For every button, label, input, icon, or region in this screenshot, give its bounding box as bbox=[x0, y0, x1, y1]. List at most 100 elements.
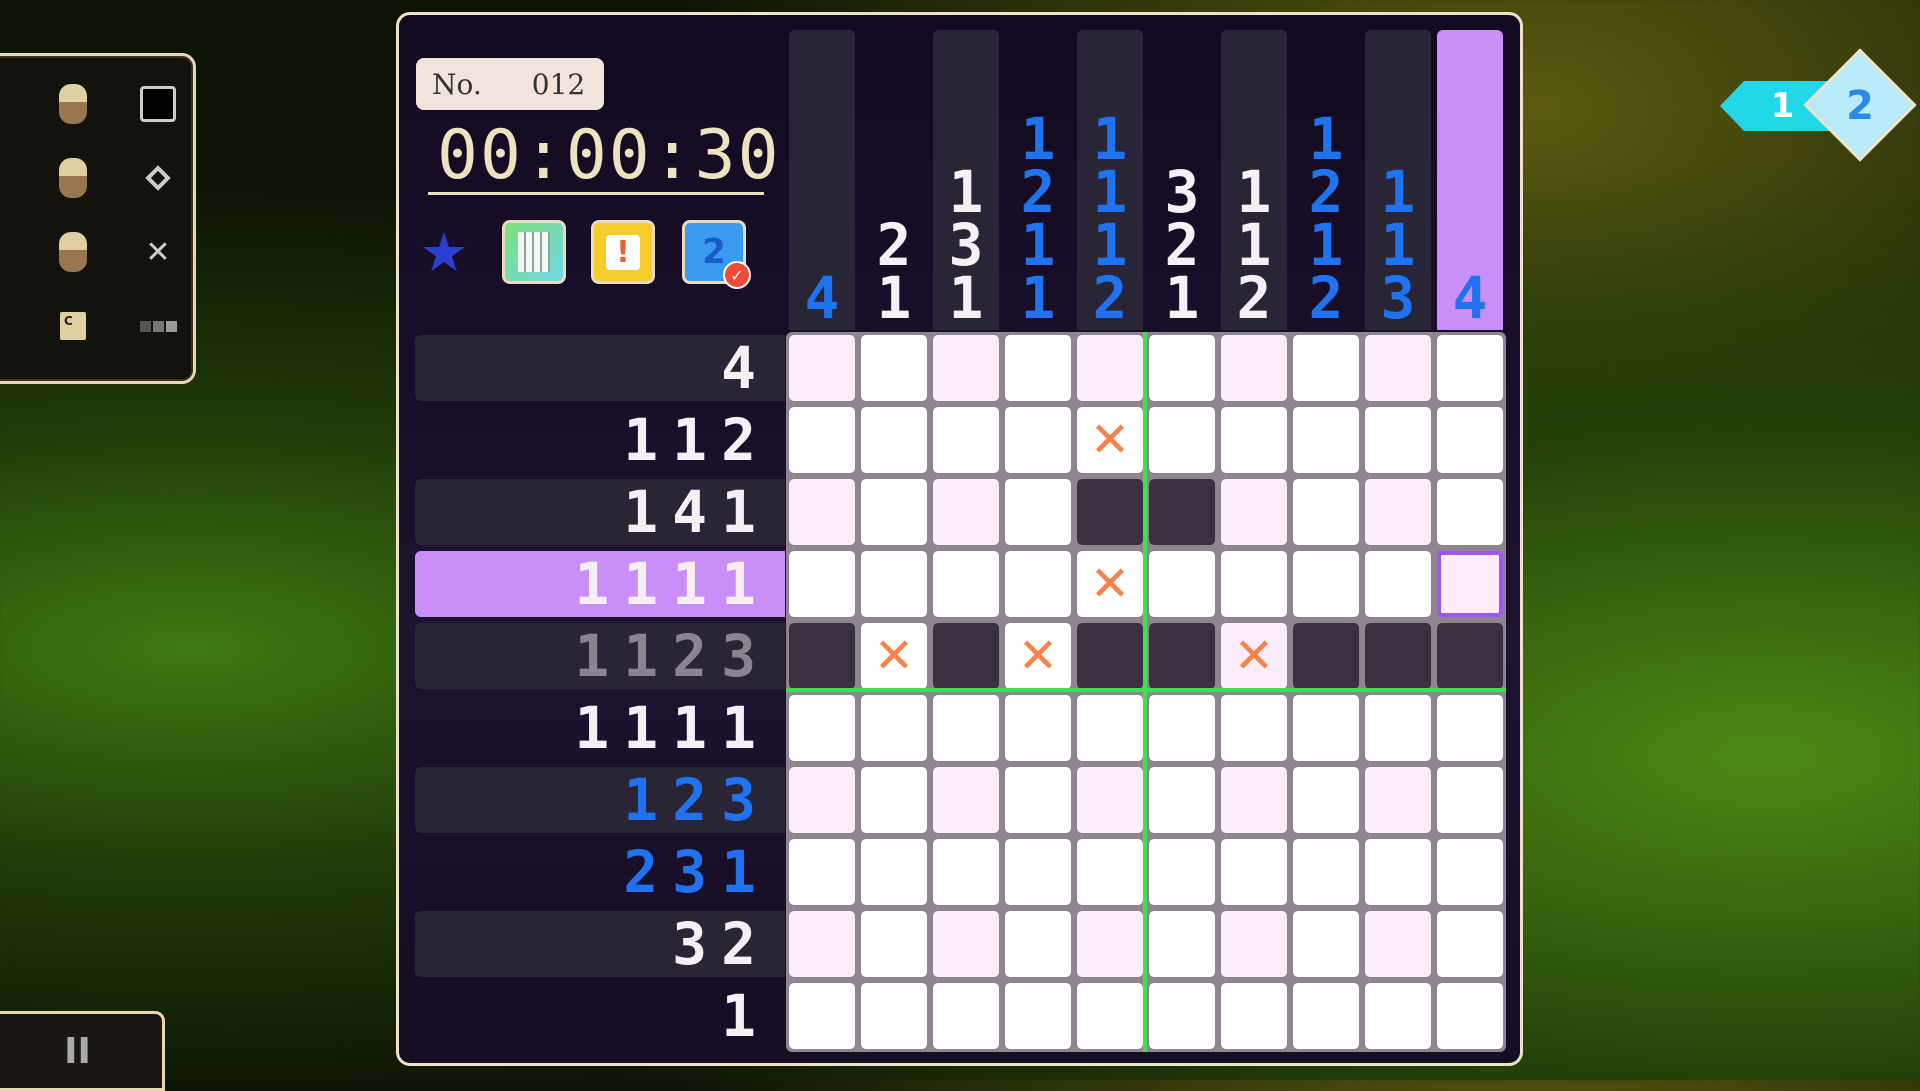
grid-cell[interactable] bbox=[1005, 839, 1071, 905]
grid-cell[interactable] bbox=[1077, 767, 1143, 833]
grid-cell-filled[interactable] bbox=[789, 623, 855, 689]
grid-cell[interactable] bbox=[1149, 335, 1215, 401]
grid-cell[interactable] bbox=[1005, 407, 1071, 473]
grid-cell[interactable] bbox=[861, 983, 927, 1049]
grid-cell[interactable] bbox=[1293, 911, 1359, 977]
grid-cell-crossed[interactable]: ✕ bbox=[1077, 551, 1143, 617]
grid-cell-filled[interactable] bbox=[1365, 623, 1431, 689]
grid-cell[interactable] bbox=[1005, 551, 1071, 617]
grid-cell[interactable] bbox=[1293, 335, 1359, 401]
grid-cell-filled[interactable] bbox=[1077, 479, 1143, 545]
grid-cell[interactable] bbox=[933, 551, 999, 617]
grid-cell[interactable] bbox=[1365, 911, 1431, 977]
grid-cell[interactable] bbox=[861, 767, 927, 833]
grid-cell[interactable] bbox=[1221, 983, 1287, 1049]
grid-cell[interactable] bbox=[1221, 695, 1287, 761]
grid-cell[interactable] bbox=[1437, 335, 1503, 401]
grid-cell-filled[interactable] bbox=[933, 623, 999, 689]
grid-cell-filled[interactable] bbox=[1149, 479, 1215, 545]
grid-cell[interactable] bbox=[861, 551, 927, 617]
grid-cell[interactable] bbox=[1365, 479, 1431, 545]
grid-cell[interactable] bbox=[1221, 767, 1287, 833]
grid-cell[interactable] bbox=[1365, 767, 1431, 833]
grid-cell[interactable] bbox=[1149, 911, 1215, 977]
grid-cell[interactable] bbox=[933, 695, 999, 761]
grid-cell[interactable] bbox=[1077, 335, 1143, 401]
grid-cell[interactable] bbox=[789, 551, 855, 617]
grid-cell[interactable] bbox=[789, 839, 855, 905]
grid-cell[interactable] bbox=[1365, 695, 1431, 761]
grid-cell[interactable] bbox=[1077, 911, 1143, 977]
grid-cell[interactable] bbox=[1221, 551, 1287, 617]
grid-cell[interactable] bbox=[1365, 407, 1431, 473]
grid-cell[interactable] bbox=[933, 479, 999, 545]
grid-cell[interactable] bbox=[1005, 767, 1071, 833]
grid-cell[interactable] bbox=[1293, 839, 1359, 905]
grid-cell[interactable] bbox=[1077, 695, 1143, 761]
grid-cell[interactable] bbox=[861, 479, 927, 545]
grid-cell[interactable] bbox=[1437, 479, 1503, 545]
grid-cell[interactable] bbox=[789, 407, 855, 473]
grid-cell[interactable] bbox=[789, 695, 855, 761]
grid-cell[interactable] bbox=[1293, 479, 1359, 545]
grid-cell-filled[interactable] bbox=[1437, 623, 1503, 689]
grid-cell[interactable] bbox=[1365, 335, 1431, 401]
grid-cell[interactable] bbox=[933, 983, 999, 1049]
grid-cell[interactable] bbox=[1149, 983, 1215, 1049]
grid-cell[interactable] bbox=[861, 335, 927, 401]
grid-cell[interactable] bbox=[933, 335, 999, 401]
grid-cell[interactable] bbox=[1221, 335, 1287, 401]
grid-cell[interactable] bbox=[789, 767, 855, 833]
grid-cell[interactable] bbox=[933, 911, 999, 977]
grid-cell-crossed[interactable]: ✕ bbox=[1221, 623, 1287, 689]
grid-cell[interactable] bbox=[1149, 407, 1215, 473]
grid-cell[interactable] bbox=[1005, 335, 1071, 401]
grid-cell[interactable] bbox=[1221, 911, 1287, 977]
grid-cell[interactable] bbox=[1293, 983, 1359, 1049]
grid-cell[interactable] bbox=[789, 983, 855, 1049]
grid-cell[interactable] bbox=[933, 407, 999, 473]
check-icon[interactable]: 2 ✓ bbox=[682, 220, 751, 289]
grid-cell[interactable] bbox=[1437, 911, 1503, 977]
grid-cell[interactable] bbox=[1365, 839, 1431, 905]
grid-cell[interactable] bbox=[1077, 983, 1143, 1049]
grid-cell[interactable] bbox=[1437, 839, 1503, 905]
grid-cell[interactable] bbox=[1293, 551, 1359, 617]
grid-cell[interactable] bbox=[1149, 551, 1215, 617]
grid-cell[interactable] bbox=[1149, 839, 1215, 905]
grid-cell[interactable] bbox=[1005, 983, 1071, 1049]
grid-cell[interactable] bbox=[861, 911, 927, 977]
grid-cell[interactable] bbox=[1437, 551, 1503, 617]
grid-cell[interactable] bbox=[1149, 695, 1215, 761]
grid-cell[interactable] bbox=[1293, 767, 1359, 833]
grid-cell[interactable] bbox=[861, 407, 927, 473]
grid-cell[interactable] bbox=[1365, 551, 1431, 617]
grid-cell[interactable] bbox=[789, 335, 855, 401]
grid-cell[interactable] bbox=[789, 479, 855, 545]
grid-cell-filled[interactable] bbox=[1149, 623, 1215, 689]
grid-cell[interactable] bbox=[789, 911, 855, 977]
pause-button[interactable]: II bbox=[0, 1011, 165, 1091]
rank-badge-icon[interactable]: ★ bbox=[419, 220, 469, 284]
grid-cell[interactable] bbox=[861, 839, 927, 905]
grid-preview-icon[interactable] bbox=[502, 220, 566, 284]
grid-cell-crossed[interactable]: ✕ bbox=[1077, 407, 1143, 473]
hint-icon[interactable]: ! bbox=[591, 220, 655, 284]
grid-cell[interactable] bbox=[1005, 695, 1071, 761]
page-indicator[interactable]: 1 2 bbox=[1720, 48, 1917, 162]
grid-cell[interactable] bbox=[1005, 479, 1071, 545]
grid-cell-crossed[interactable]: ✕ bbox=[861, 623, 927, 689]
grid-cell[interactable] bbox=[1221, 407, 1287, 473]
grid-cell[interactable] bbox=[1077, 839, 1143, 905]
grid-cell[interactable] bbox=[1365, 983, 1431, 1049]
grid-cell[interactable] bbox=[1149, 767, 1215, 833]
grid-cell[interactable] bbox=[1437, 695, 1503, 761]
grid-cell[interactable] bbox=[1005, 911, 1071, 977]
grid-cell[interactable] bbox=[1221, 479, 1287, 545]
grid-cell[interactable] bbox=[933, 839, 999, 905]
grid-cell-filled[interactable] bbox=[1077, 623, 1143, 689]
grid-cell[interactable] bbox=[861, 695, 927, 761]
grid-cell[interactable] bbox=[1293, 407, 1359, 473]
grid-cell-filled[interactable] bbox=[1293, 623, 1359, 689]
grid-cell-crossed[interactable]: ✕ bbox=[1005, 623, 1071, 689]
